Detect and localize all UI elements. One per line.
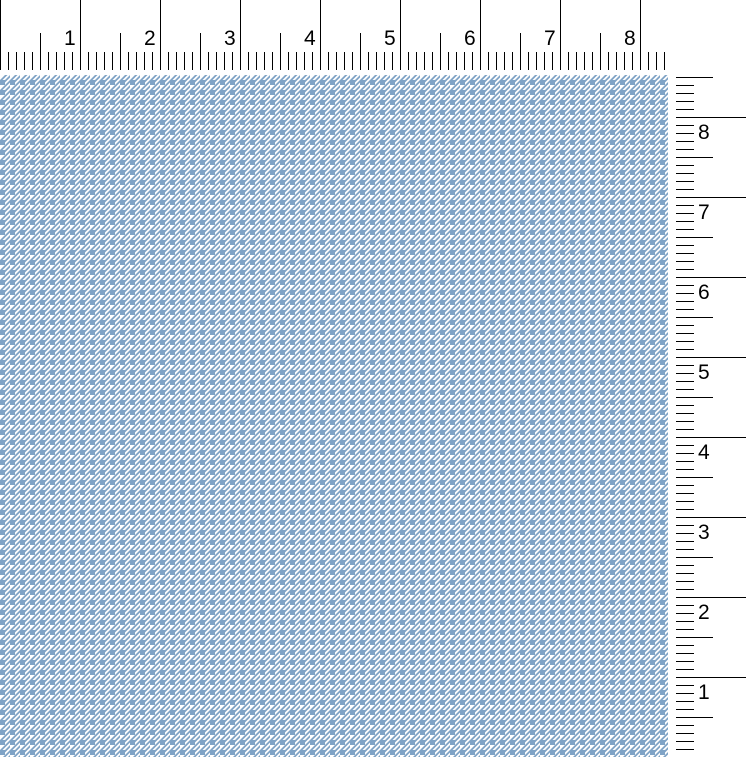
fabric-preview	[0, 75, 668, 757]
top-ruler-label: 1	[64, 27, 76, 50]
top-ruler-label: 7	[544, 27, 556, 50]
side-ruler	[676, 77, 746, 750]
top-ruler-label: 6	[464, 27, 476, 50]
side-ruler-label: 2	[698, 601, 710, 624]
houndstooth-pattern	[0, 75, 668, 757]
side-ruler-label: 1	[698, 681, 710, 704]
top-ruler-label: 4	[304, 27, 316, 50]
top-ruler	[0, 0, 665, 70]
side-ruler-label: 4	[698, 441, 710, 464]
top-ruler-label: 5	[384, 27, 396, 50]
side-ruler-label: 6	[698, 281, 710, 304]
side-ruler-label: 5	[698, 361, 710, 384]
side-ruler-label: 3	[698, 521, 710, 544]
top-ruler-label: 3	[224, 27, 236, 50]
top-ruler-label: 8	[624, 27, 636, 50]
top-ruler-label: 2	[144, 27, 156, 50]
side-ruler-label: 7	[698, 201, 710, 224]
side-ruler-label: 8	[698, 121, 710, 144]
